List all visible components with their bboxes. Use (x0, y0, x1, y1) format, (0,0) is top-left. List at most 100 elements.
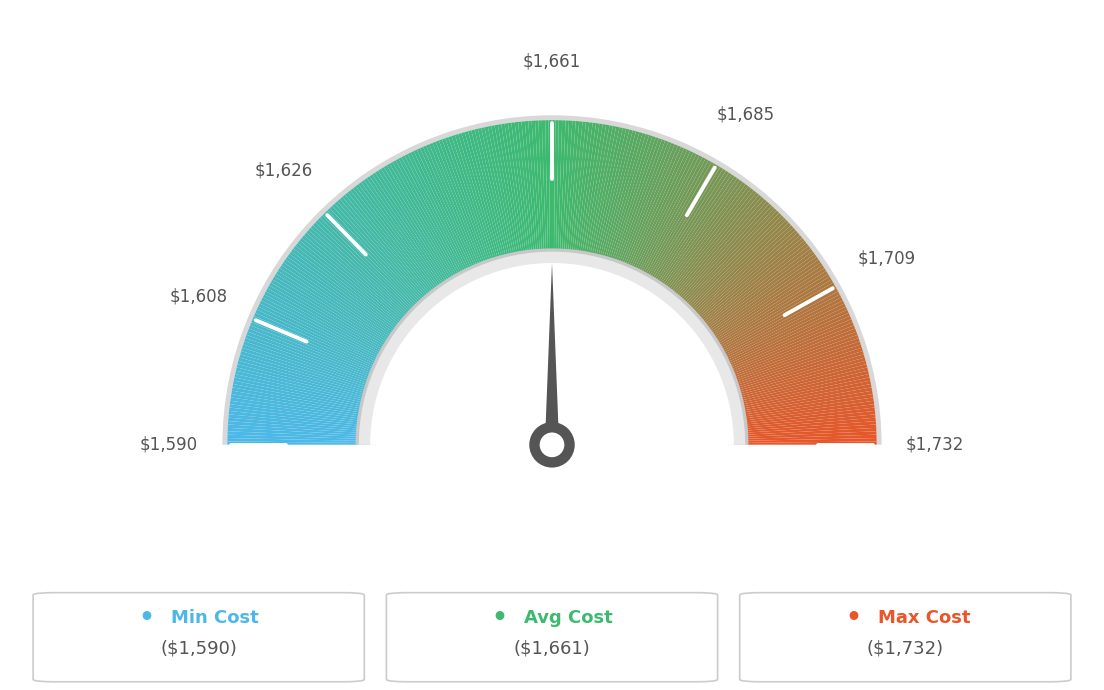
Wedge shape (442, 138, 488, 262)
Wedge shape (746, 438, 877, 443)
Text: Avg Cost: Avg Cost (524, 609, 613, 627)
Wedge shape (445, 137, 490, 261)
Wedge shape (608, 134, 649, 259)
Wedge shape (556, 120, 562, 250)
Wedge shape (713, 262, 822, 337)
Wedge shape (230, 401, 359, 420)
Wedge shape (471, 130, 506, 256)
Wedge shape (229, 411, 358, 426)
Wedge shape (235, 371, 362, 402)
Wedge shape (638, 154, 700, 271)
Wedge shape (359, 182, 437, 288)
Wedge shape (452, 135, 493, 259)
Wedge shape (340, 197, 426, 297)
Wedge shape (578, 123, 599, 252)
Wedge shape (665, 180, 743, 287)
Wedge shape (743, 377, 870, 406)
Text: Max Cost: Max Cost (878, 609, 970, 627)
Wedge shape (731, 316, 851, 369)
Wedge shape (278, 268, 389, 340)
Wedge shape (740, 361, 867, 396)
Wedge shape (222, 115, 882, 445)
Wedge shape (241, 351, 365, 391)
Wedge shape (258, 304, 376, 362)
Wedge shape (637, 152, 697, 270)
Wedge shape (739, 351, 863, 391)
Wedge shape (574, 122, 593, 252)
Wedge shape (301, 235, 403, 321)
Wedge shape (390, 162, 456, 276)
Wedge shape (724, 295, 841, 357)
Wedge shape (274, 274, 386, 344)
Wedge shape (598, 130, 633, 256)
Wedge shape (461, 132, 500, 258)
Wedge shape (458, 133, 498, 258)
Wedge shape (240, 354, 365, 393)
Wedge shape (729, 310, 849, 366)
Wedge shape (746, 435, 877, 441)
Wedge shape (620, 141, 668, 263)
Wedge shape (325, 210, 417, 306)
Wedge shape (588, 126, 616, 254)
Wedge shape (508, 123, 528, 252)
Wedge shape (232, 391, 360, 415)
Wedge shape (741, 367, 868, 400)
Wedge shape (601, 130, 636, 257)
Polygon shape (545, 263, 559, 445)
Wedge shape (414, 150, 471, 268)
Wedge shape (737, 348, 863, 388)
Circle shape (529, 422, 575, 468)
Wedge shape (386, 164, 455, 277)
Wedge shape (732, 319, 852, 371)
Wedge shape (712, 259, 820, 335)
Text: $1,590: $1,590 (140, 436, 198, 454)
Wedge shape (658, 172, 732, 283)
Wedge shape (696, 225, 794, 315)
Wedge shape (282, 262, 391, 337)
Wedge shape (679, 199, 767, 299)
Wedge shape (485, 126, 513, 255)
Wedge shape (703, 241, 806, 324)
Wedge shape (273, 277, 385, 346)
Wedge shape (604, 132, 643, 258)
Wedge shape (370, 263, 734, 445)
Wedge shape (314, 223, 410, 313)
Text: $1,685: $1,685 (716, 106, 775, 124)
Wedge shape (687, 210, 779, 306)
Wedge shape (734, 332, 858, 379)
Wedge shape (652, 167, 723, 279)
Wedge shape (554, 120, 559, 250)
Wedge shape (227, 428, 358, 437)
Wedge shape (571, 121, 586, 251)
Wedge shape (320, 215, 414, 308)
Wedge shape (581, 124, 603, 253)
Wedge shape (704, 243, 808, 326)
Wedge shape (521, 121, 535, 251)
Wedge shape (402, 155, 464, 272)
Wedge shape (736, 338, 860, 383)
Wedge shape (549, 120, 552, 250)
Wedge shape (230, 404, 359, 422)
Wedge shape (255, 310, 375, 366)
Wedge shape (370, 175, 444, 284)
Text: ($1,732): ($1,732) (867, 640, 944, 658)
Wedge shape (649, 164, 718, 277)
Wedge shape (676, 195, 762, 296)
Wedge shape (648, 162, 714, 276)
Wedge shape (614, 137, 659, 261)
Wedge shape (629, 147, 684, 267)
Wedge shape (231, 394, 360, 416)
Wedge shape (246, 332, 370, 379)
Wedge shape (746, 417, 875, 431)
Wedge shape (711, 257, 819, 334)
Wedge shape (395, 159, 460, 274)
Wedge shape (361, 180, 439, 287)
Text: •: • (139, 607, 155, 631)
Wedge shape (657, 170, 729, 282)
Wedge shape (714, 265, 825, 339)
Wedge shape (243, 342, 368, 384)
Wedge shape (618, 139, 666, 262)
Wedge shape (233, 381, 361, 408)
Text: Min Cost: Min Cost (171, 609, 258, 627)
Wedge shape (667, 182, 745, 288)
